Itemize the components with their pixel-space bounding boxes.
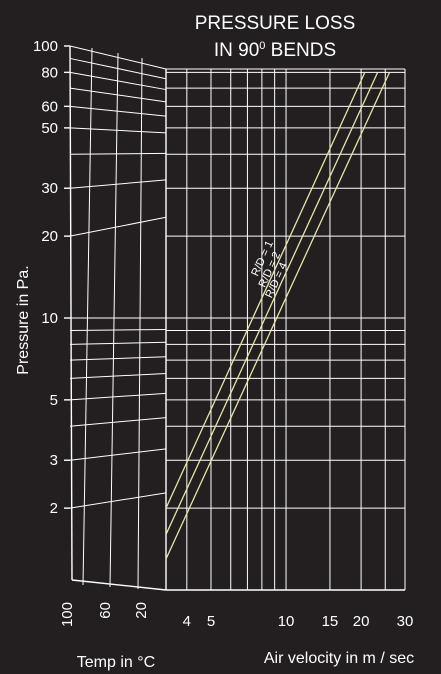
temperature-line-2 bbox=[137, 57, 143, 590]
correction-grid-line-10 bbox=[69, 179, 167, 189]
curves: R/D = 1R/D = 2R/D = 4 bbox=[165, 72, 391, 560]
correction-grid-line-2 bbox=[69, 417, 167, 427]
temperature-tick-label-1: 60 bbox=[97, 602, 114, 619]
y-tick-label-9: 2 bbox=[50, 500, 58, 517]
y-tick-label-1: 80 bbox=[41, 64, 58, 81]
correction-grid-line-4 bbox=[69, 373, 167, 379]
y-tick-label-0: 100 bbox=[33, 38, 58, 55]
x-axis-label: Air velocity in m / sec bbox=[264, 650, 414, 667]
left-axis-line bbox=[69, 45, 73, 581]
y-tick-label-4: 30 bbox=[41, 180, 58, 197]
correction-grid-line-9 bbox=[69, 216, 167, 237]
y-axis-label: Pressure in Pa. bbox=[15, 265, 32, 374]
title-text-tail: BENDS bbox=[265, 40, 336, 61]
x-tick-label-3: 15 bbox=[322, 613, 339, 630]
y-tick-label-6: 10 bbox=[41, 310, 58, 327]
curve-line-2 bbox=[165, 72, 379, 535]
temperature-line-0 bbox=[82, 47, 93, 586]
correction-grid-line-0 bbox=[69, 492, 167, 509]
curve-line-3 bbox=[165, 72, 391, 560]
x-tick-label-5: 30 bbox=[397, 613, 414, 630]
correction-grid-line-13 bbox=[69, 105, 167, 117]
temperature-tick-label-2: 20 bbox=[133, 602, 150, 619]
y-tick-label-3: 50 bbox=[41, 120, 58, 137]
x-tick-label-4: 20 bbox=[353, 613, 370, 630]
correction-grid-line-6 bbox=[69, 341, 167, 345]
y-tick-label-2: 60 bbox=[41, 98, 58, 115]
title-superscript: 0 bbox=[259, 40, 265, 52]
x-tick-label-2: 10 bbox=[278, 613, 295, 630]
correction-grid-line-14 bbox=[69, 87, 167, 103]
correction-grid-line-5 bbox=[69, 356, 167, 361]
curve-line-1 bbox=[165, 72, 366, 509]
y-tick-label-8: 3 bbox=[50, 452, 58, 469]
correction-grid-line-3 bbox=[69, 392, 167, 401]
temperature-correction-grid bbox=[64, 45, 167, 591]
temperature-line-1 bbox=[109, 52, 119, 588]
x-tick-label-1: 5 bbox=[207, 613, 215, 630]
correction-grid-line-7 bbox=[69, 328, 167, 331]
correction-grid-line-12 bbox=[69, 127, 167, 134]
correction-grid-line-11 bbox=[69, 152, 167, 155]
chart-title-line2: IN 900 BENDS bbox=[214, 40, 336, 61]
correction-grid-line-1 bbox=[69, 448, 167, 461]
temperature-tick-label-0: 100 bbox=[59, 602, 76, 627]
temperature-label: Temp in °C bbox=[77, 654, 155, 671]
main-grid bbox=[165, 68, 406, 591]
left-base-line bbox=[71, 579, 167, 591]
y-tick-label-5: 20 bbox=[41, 228, 58, 245]
chart-title-line1: PRESSURE LOSS bbox=[195, 13, 356, 34]
x-tick-label-0: 4 bbox=[183, 613, 191, 630]
title-text-main: IN 90 bbox=[214, 40, 259, 61]
y-tick-label-7: 5 bbox=[50, 392, 58, 409]
